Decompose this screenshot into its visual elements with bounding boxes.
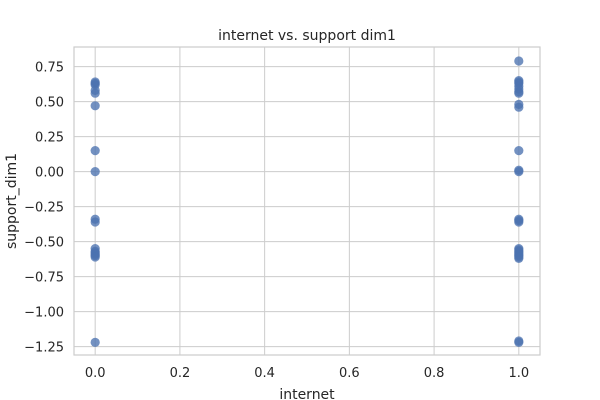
- x-tick-label: 0.0: [85, 366, 106, 381]
- scatter-point: [514, 337, 524, 347]
- y-tick-label: −0.75: [24, 271, 64, 286]
- y-tick-label: −1.25: [24, 341, 64, 356]
- y-tick-label: 0.50: [35, 96, 64, 111]
- y-tick-label: 0.75: [35, 61, 64, 76]
- x-tick-label: 0.8: [424, 366, 445, 381]
- plot-frame: [73, 46, 541, 356]
- x-tick-label: 1.0: [508, 366, 529, 381]
- y-tick-label: 0.25: [35, 131, 64, 146]
- scatter-point: [514, 167, 524, 177]
- y-axis-title: support_dim1: [4, 153, 20, 249]
- x-tick-label: 0.6: [339, 366, 360, 381]
- y-tick-label: −0.25: [24, 201, 64, 216]
- x-axis-title: internet: [279, 387, 335, 400]
- scatter-point: [514, 217, 524, 227]
- scatter-point: [514, 56, 524, 66]
- y-axis-ticks: 0.75 0.50 0.25 0.00 −0.25 −0.50 −0.75 −1.00 −1.2…: [24, 61, 64, 356]
- scatter-point: [90, 337, 100, 347]
- data-points: [90, 56, 524, 347]
- x-tick-label: 0.4: [254, 366, 275, 381]
- scatter-point: [90, 167, 100, 177]
- chart-title: internet vs. support dim1: [218, 28, 396, 44]
- grid: [74, 47, 540, 355]
- scatter-point: [514, 88, 524, 98]
- x-axis-ticks: 0.0 0.2 0.4 0.6 0.8 1.0: [85, 366, 529, 381]
- scatter-point: [90, 252, 100, 262]
- scatter-point: [514, 253, 524, 263]
- y-tick-label: 0.00: [35, 166, 64, 181]
- scatter-point: [90, 146, 100, 156]
- scatter-point: [514, 146, 524, 156]
- scatter-point: [514, 102, 524, 112]
- scatter-point: [90, 101, 100, 111]
- x-tick-label: 0.2: [170, 366, 191, 381]
- y-tick-label: −1.00: [24, 306, 64, 321]
- scatter-point: [90, 217, 100, 227]
- y-tick-label: −0.50: [24, 236, 64, 251]
- scatter-point: [90, 88, 100, 98]
